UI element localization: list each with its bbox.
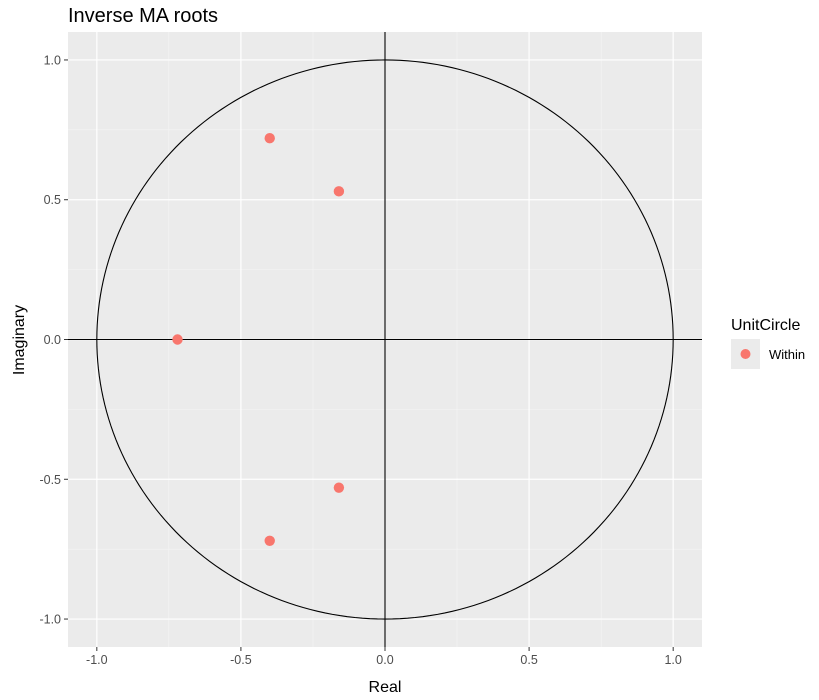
y-axis-title: Imaginary [11, 305, 28, 375]
root-point-5 [264, 535, 275, 546]
root-point-3 [172, 334, 183, 345]
y-tick-label: 1.0 [44, 53, 61, 67]
legend-label-within: Within [769, 347, 805, 362]
root-point-2 [333, 186, 345, 197]
root-point-1 [264, 133, 275, 144]
chart-title: Inverse MA roots [68, 5, 218, 27]
x-axis-ticks: -1.0 -0.5 0.0 0.5 1.0 [86, 647, 682, 667]
unit-circle [96, 59, 674, 620]
x-tick-label: -0.5 [230, 653, 252, 667]
legend-title: UnitCircle [731, 317, 800, 334]
y-tick-label: 0.5 [44, 193, 61, 207]
legend-key-point [740, 349, 751, 359]
y-tick-label: -0.5 [39, 473, 61, 487]
root-points [172, 133, 345, 546]
y-tick-label: -1.0 [39, 613, 61, 627]
y-axis-ticks: -1.0 -0.5 0.0 0.5 1.0 [39, 53, 68, 627]
x-tick-label: -1.0 [86, 653, 108, 667]
root-point-4 [333, 482, 345, 493]
x-axis-title: Real [369, 679, 402, 696]
y-tick-label: 0.0 [44, 333, 61, 347]
x-tick-label: 1.0 [664, 653, 681, 667]
x-tick-label: 0.5 [520, 653, 537, 667]
legend: UnitCircle Within [731, 317, 805, 369]
x-tick-label: 0.0 [376, 653, 393, 667]
